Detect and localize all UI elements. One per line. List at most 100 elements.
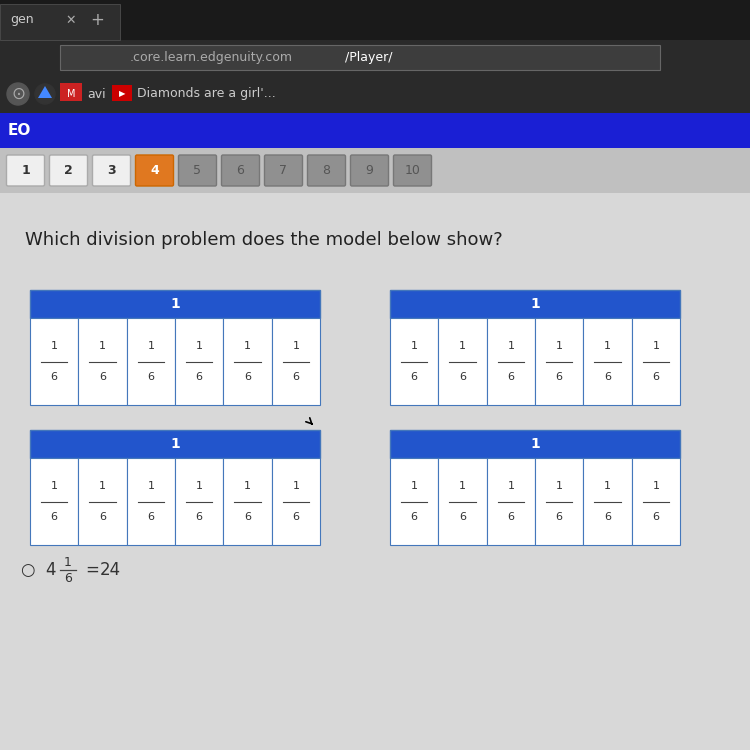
Bar: [60, 45, 660, 70]
Text: ▶: ▶: [118, 89, 125, 98]
Text: 6: 6: [459, 372, 466, 382]
Bar: [0, 75, 750, 113]
Bar: [30, 458, 78, 545]
Text: 6: 6: [292, 372, 299, 382]
Text: 6: 6: [244, 512, 251, 522]
Text: avi: avi: [87, 88, 106, 100]
Text: 1: 1: [21, 164, 30, 177]
Text: 1: 1: [64, 556, 72, 568]
Text: 6: 6: [292, 512, 299, 522]
Bar: [224, 318, 272, 405]
Bar: [272, 318, 320, 405]
Text: 1: 1: [556, 481, 562, 490]
Text: 6: 6: [236, 164, 244, 177]
Bar: [78, 458, 127, 545]
Bar: [224, 458, 272, 545]
Bar: [390, 430, 680, 458]
Bar: [127, 318, 175, 405]
Text: 1: 1: [530, 437, 540, 451]
Text: M: M: [67, 89, 75, 99]
Bar: [0, 40, 750, 75]
Bar: [175, 318, 223, 405]
Text: 1: 1: [556, 340, 562, 351]
FancyBboxPatch shape: [92, 155, 130, 186]
Text: 1: 1: [411, 340, 418, 351]
Text: 1: 1: [99, 481, 106, 490]
Bar: [390, 290, 680, 318]
Text: 7: 7: [280, 164, 287, 177]
Text: 6: 6: [196, 512, 202, 522]
Text: EO: EO: [8, 123, 32, 138]
Text: 1: 1: [507, 481, 515, 490]
Text: ✕: ✕: [65, 13, 76, 26]
Text: 1: 1: [292, 340, 299, 351]
Bar: [30, 290, 320, 318]
Bar: [535, 458, 584, 545]
Text: 1: 1: [147, 340, 154, 351]
Text: 6: 6: [99, 512, 106, 522]
Text: Diamonds are a girl'...: Diamonds are a girl'...: [137, 88, 276, 100]
Text: 5: 5: [194, 164, 202, 177]
Text: ⊙: ⊙: [11, 85, 25, 103]
Text: 1: 1: [292, 481, 299, 490]
Text: 1: 1: [170, 297, 180, 311]
Text: 1: 1: [196, 481, 202, 490]
Text: ○: ○: [20, 561, 34, 579]
Text: 1: 1: [604, 481, 611, 490]
Circle shape: [7, 83, 29, 105]
Text: /Player/: /Player/: [345, 51, 392, 64]
Bar: [0, 193, 750, 750]
Bar: [30, 318, 78, 405]
FancyBboxPatch shape: [308, 155, 346, 186]
Text: 9: 9: [365, 164, 374, 177]
Bar: [487, 318, 535, 405]
Text: 1: 1: [604, 340, 611, 351]
Text: 1: 1: [244, 340, 251, 351]
Text: 6: 6: [196, 372, 202, 382]
Text: Which division problem does the model below show?: Which division problem does the model be…: [25, 231, 502, 249]
Bar: [0, 148, 750, 193]
Bar: [60, 83, 82, 101]
Text: 6: 6: [556, 372, 562, 382]
Text: 6: 6: [147, 512, 154, 522]
Polygon shape: [38, 86, 52, 98]
Bar: [487, 458, 535, 545]
Text: 6: 6: [652, 372, 659, 382]
Text: 1: 1: [196, 340, 202, 351]
Text: 1: 1: [459, 481, 466, 490]
Bar: [632, 318, 680, 405]
Bar: [584, 318, 632, 405]
Bar: [0, 4, 120, 40]
Bar: [438, 318, 487, 405]
FancyBboxPatch shape: [350, 155, 388, 186]
Bar: [535, 318, 584, 405]
Text: 1: 1: [507, 340, 515, 351]
FancyBboxPatch shape: [50, 155, 88, 186]
Text: 6: 6: [147, 372, 154, 382]
Text: 2: 2: [64, 164, 73, 177]
Text: 1: 1: [147, 481, 154, 490]
FancyBboxPatch shape: [221, 155, 260, 186]
FancyBboxPatch shape: [7, 155, 44, 186]
Text: 1: 1: [51, 481, 58, 490]
Text: 1: 1: [51, 340, 58, 351]
Bar: [0, 0, 750, 40]
Text: 4: 4: [150, 164, 159, 177]
Text: 6: 6: [507, 512, 515, 522]
Bar: [632, 458, 680, 545]
Text: 1: 1: [652, 481, 659, 490]
Bar: [127, 458, 175, 545]
Text: 6: 6: [99, 372, 106, 382]
Text: +: +: [90, 11, 104, 29]
Text: =: =: [85, 561, 99, 579]
Text: 6: 6: [556, 512, 562, 522]
Text: 6: 6: [604, 512, 611, 522]
Text: .core.learn.edgenuity.com: .core.learn.edgenuity.com: [130, 51, 293, 64]
Text: 8: 8: [322, 164, 331, 177]
Bar: [584, 458, 632, 545]
Text: 1: 1: [411, 481, 418, 490]
FancyBboxPatch shape: [178, 155, 217, 186]
Text: 1: 1: [170, 437, 180, 451]
Text: 6: 6: [51, 372, 58, 382]
Bar: [438, 458, 487, 545]
